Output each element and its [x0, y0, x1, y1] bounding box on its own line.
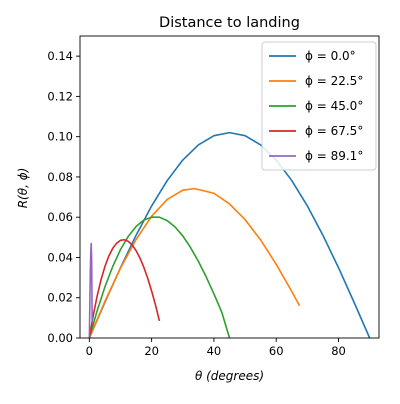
chart-title: Distance to landing	[159, 15, 300, 31]
legend-label: ϕ = 67.5°	[305, 124, 363, 138]
legend: ϕ = 0.0° ϕ = 22.5° ϕ = 45.0° ϕ = 67.5° ϕ = 8…	[261, 41, 377, 171]
x-tick-label: 60	[269, 344, 284, 358]
x-tick-label: 80	[331, 344, 346, 358]
axes-frame	[79, 35, 380, 339]
y-tick-label: 0.08	[47, 170, 73, 184]
legend-label: ϕ = 45.0°	[305, 99, 363, 113]
legend-label: ϕ = 22.5°	[305, 74, 363, 88]
x-tick-label: 0	[86, 344, 93, 358]
y-tick-label: 0.00	[47, 331, 73, 345]
y-tick-label: 0.10	[47, 130, 73, 144]
y-tick-label: 0.12	[47, 89, 73, 103]
plot-area: 0 20 40 60 80 0.00 0.02 0.04 0.06 0.08 0.10 0.12 0.1…	[47, 35, 380, 358]
y-tick-label: 0.04	[47, 250, 73, 264]
legend-box	[261, 41, 377, 171]
legend-label: ϕ = 89.1°	[305, 149, 363, 163]
series-line-0	[88, 131, 371, 338]
x-axis-label: θ (degrees)	[195, 369, 264, 383]
series-group	[88, 131, 371, 338]
series-line-1	[88, 187, 301, 338]
series-line-4	[88, 242, 93, 338]
y-tick-label: 0.02	[47, 291, 73, 305]
series-line-3	[88, 238, 161, 338]
legend-label: ϕ = 0.0°	[305, 49, 356, 63]
x-tick-label: 20	[144, 344, 159, 358]
y-tick-label: 0.06	[47, 210, 73, 224]
y-axis-label: R(θ, ϕ)	[16, 168, 30, 209]
x-tick-label: 40	[207, 344, 222, 358]
series-line-2	[88, 216, 231, 338]
y-tick-label: 0.14	[47, 49, 73, 63]
